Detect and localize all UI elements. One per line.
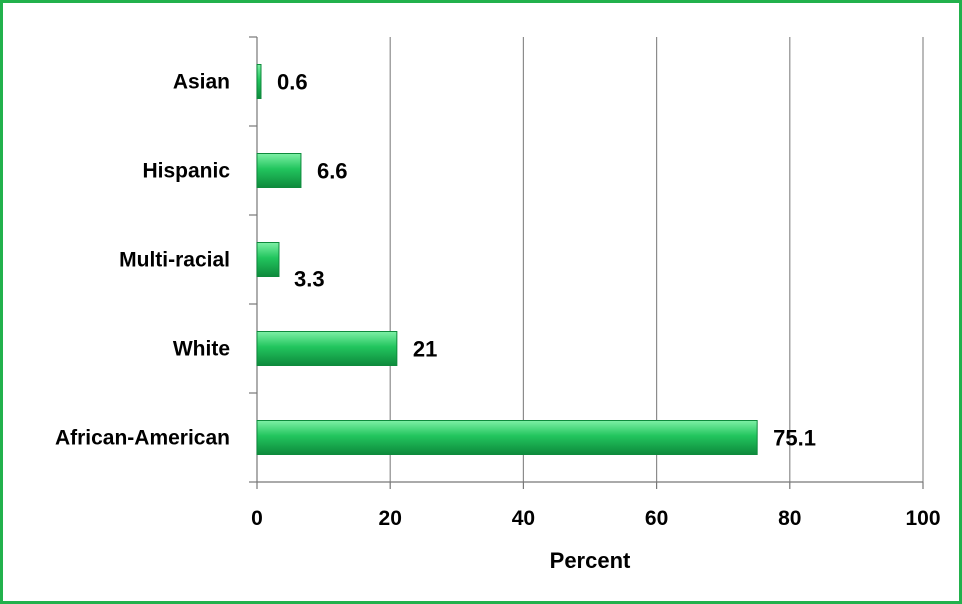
category-labels: Asian Hispanic Multi-racial White African-Am… bbox=[55, 71, 230, 450]
value-label: 0.6 bbox=[277, 70, 308, 95]
x-tick-label: 20 bbox=[379, 507, 402, 530]
value-label: 75.1 bbox=[773, 426, 816, 451]
category-label: African-American bbox=[55, 427, 230, 450]
value-label: 21 bbox=[413, 337, 437, 362]
category-label: Hispanic bbox=[142, 160, 230, 183]
x-tick-label: 100 bbox=[905, 507, 940, 530]
x-tick-label: 40 bbox=[512, 507, 535, 530]
x-tick-labels: 0 20 40 60 80 100 bbox=[251, 507, 940, 530]
bar bbox=[256, 242, 280, 277]
gridlines bbox=[389, 37, 924, 482]
category-label: Asian bbox=[173, 71, 230, 94]
bar bbox=[256, 420, 758, 455]
category-label: White bbox=[173, 338, 230, 361]
value-label: 3.3 bbox=[294, 267, 325, 292]
x-tick-label: 60 bbox=[645, 507, 668, 530]
bar bbox=[256, 64, 262, 99]
bars bbox=[256, 64, 758, 455]
bar bbox=[256, 331, 398, 366]
category-label: Multi-racial bbox=[119, 249, 230, 272]
value-label: 6.6 bbox=[317, 159, 348, 184]
x-tick-label: 0 bbox=[251, 507, 263, 530]
x-tick-label: 80 bbox=[778, 507, 801, 530]
bar bbox=[256, 153, 302, 188]
x-axis-title: Percent bbox=[550, 548, 631, 573]
value-labels: 0.6 6.6 3.3 21 75.1 bbox=[277, 70, 816, 451]
